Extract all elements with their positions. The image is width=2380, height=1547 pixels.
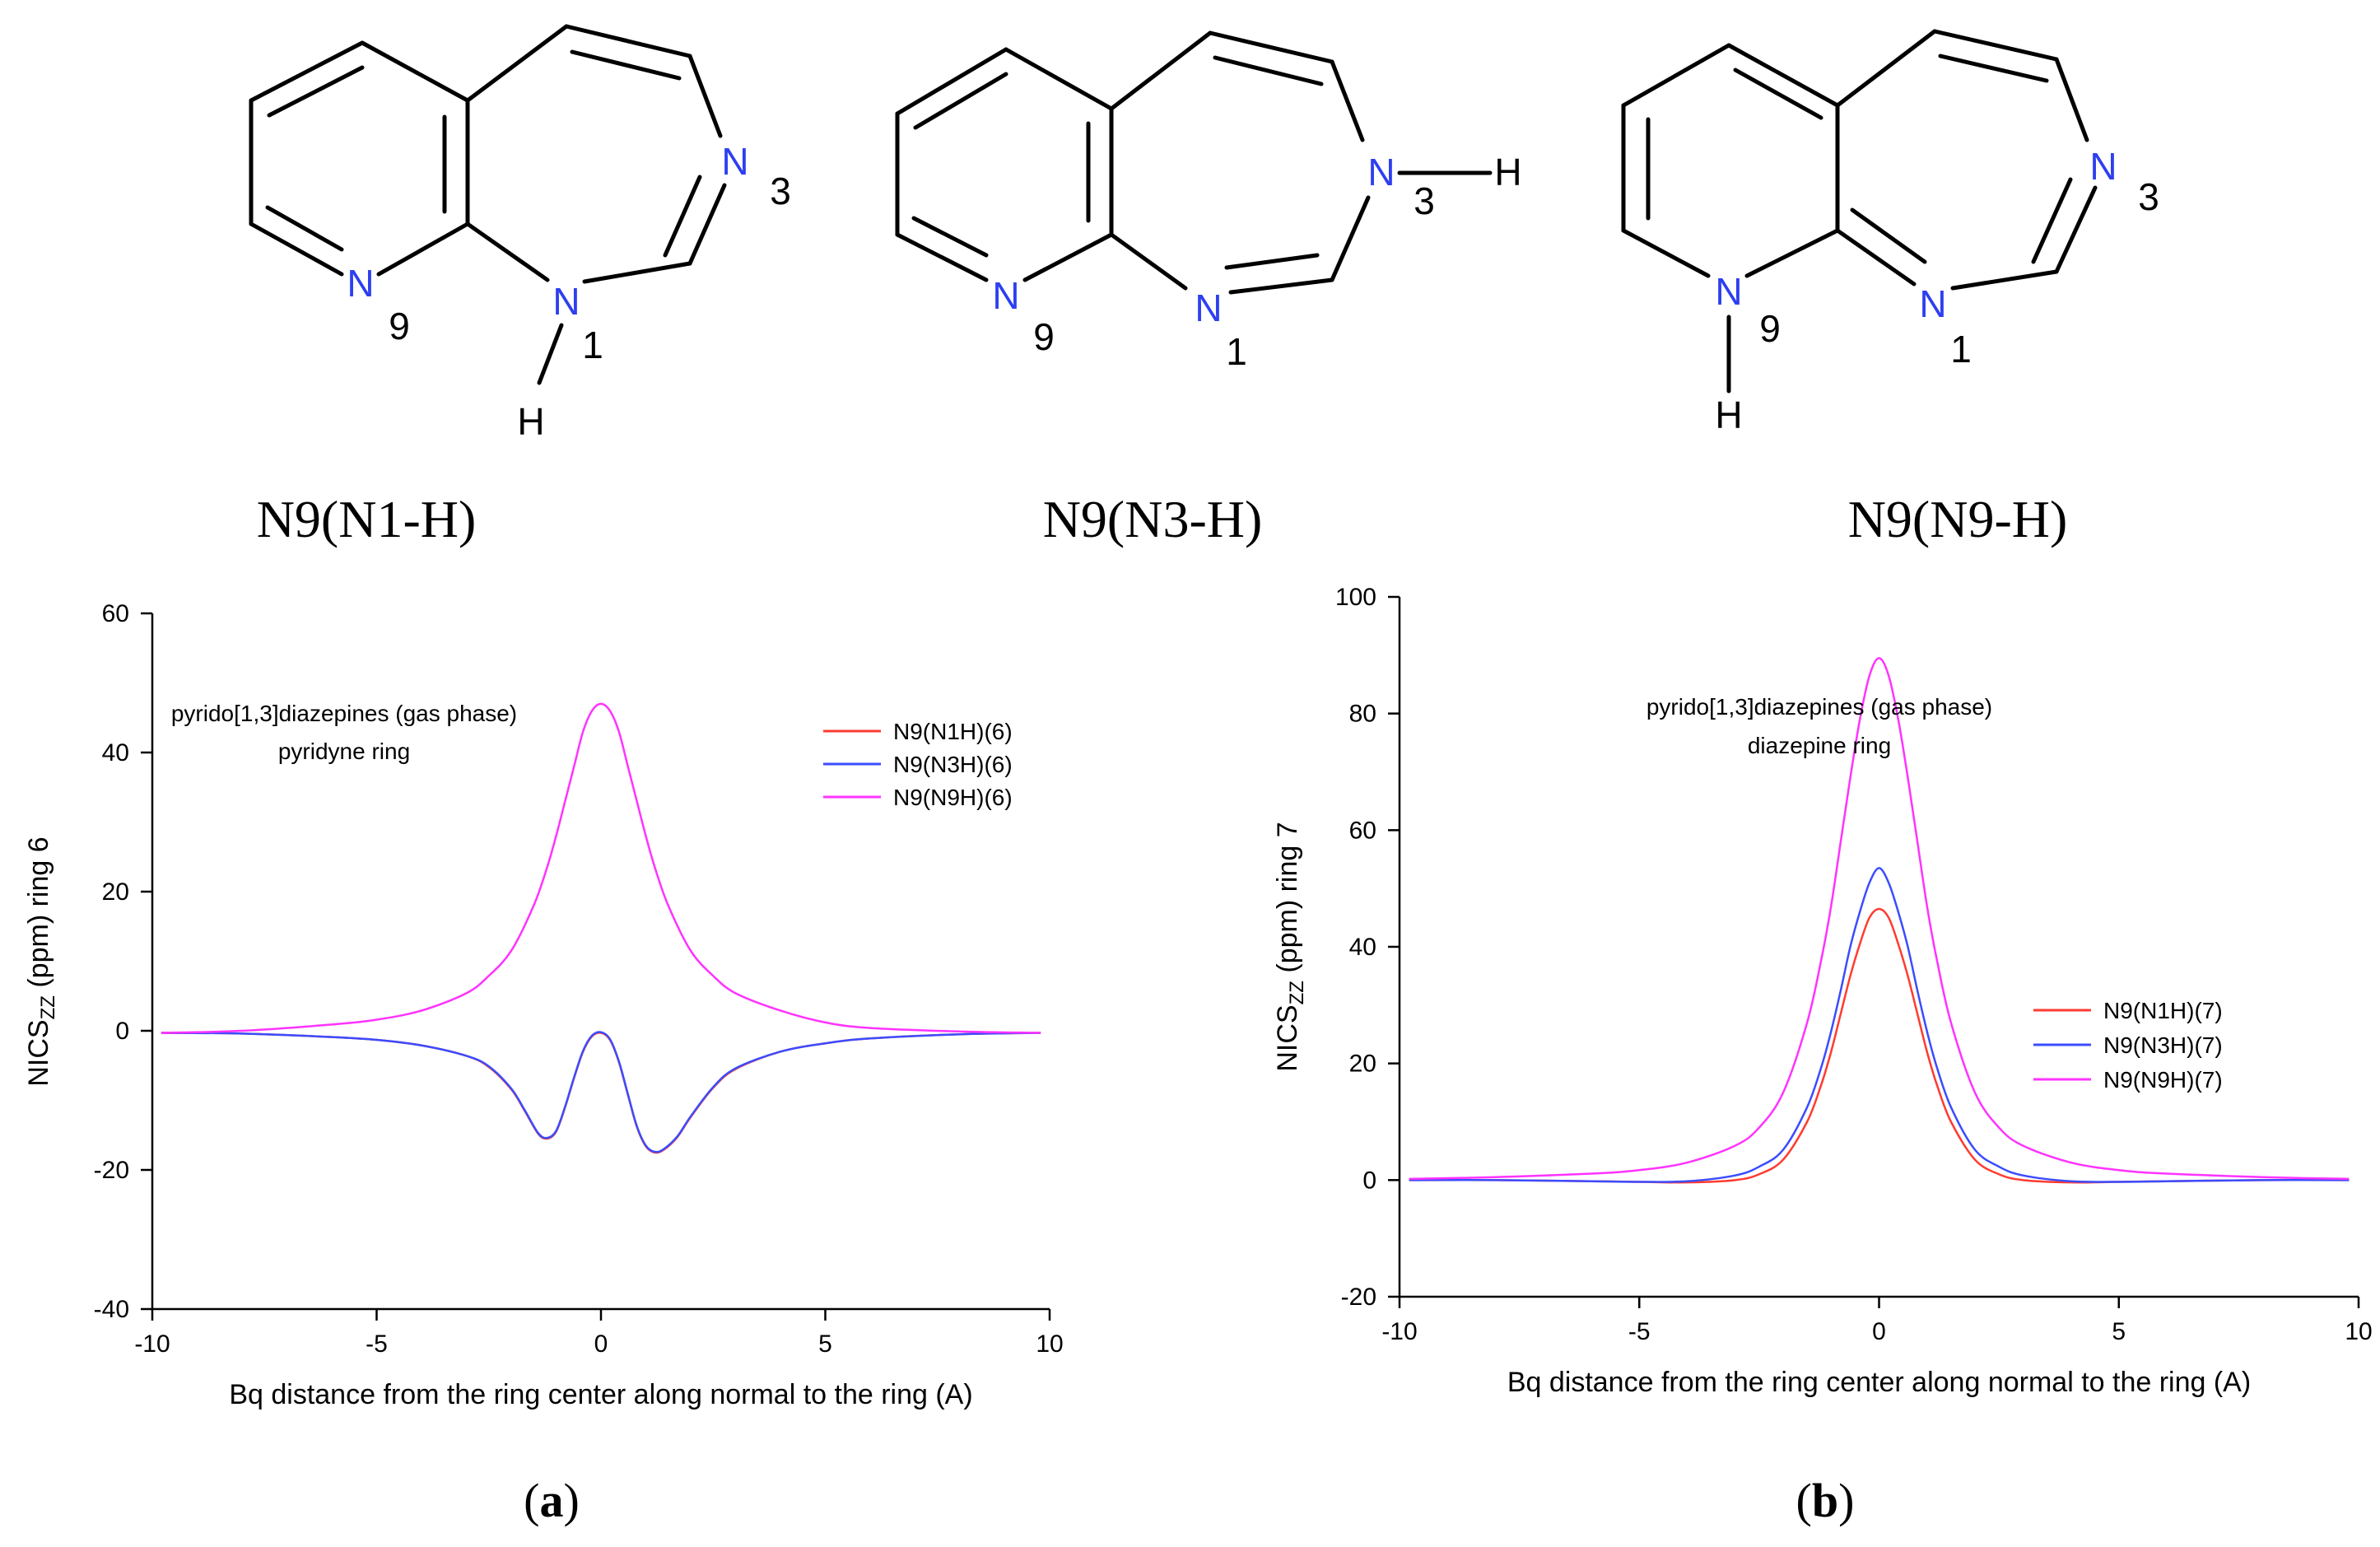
n9-atom: N <box>1715 270 1742 313</box>
structure-n9-n3h: N 3 H N 9 N 1 N9(N3-H) <box>895 30 1522 548</box>
series-line <box>1409 657 2350 1181</box>
legend-label: N9(N3H)(7) <box>2103 1032 2223 1058</box>
legend-label: N9(N1H)(7) <box>2103 998 2223 1023</box>
ylabel-subscript: ZZ <box>37 995 59 1019</box>
x-axis-label: Bq distance from the ring center along n… <box>1507 1367 2251 1398</box>
series-line <box>161 702 1041 1034</box>
n1-atom: N <box>1195 287 1222 329</box>
x-ticks: -10 -5 0 5 10 <box>134 1309 1064 1358</box>
panel-label: (b) <box>1796 1474 1855 1527</box>
x-tick-label: -5 <box>1628 1318 1651 1345</box>
chart-panel-b: -10 -5 0 5 10 -20 0 20 40 60 80 100 pyrido[1,3]dia… <box>1272 584 2373 1527</box>
y-tick-label: 100 <box>1335 584 1376 611</box>
y-tick-label: 0 <box>115 1018 129 1045</box>
legend: N9(N1H)(7) N9(N3H)(7) N9(N9H)(7) <box>2033 998 2223 1093</box>
h-atom: H <box>1715 394 1742 436</box>
x-tick-label: -5 <box>366 1330 388 1358</box>
y-tick-label: 80 <box>1349 701 1376 728</box>
n3-number: 3 <box>2138 175 2159 218</box>
n3-number: 3 <box>1414 179 1435 222</box>
structure-name: N9(N1-H) <box>257 490 477 548</box>
n3-atom: N <box>721 140 748 183</box>
ylabel-prefix: NICS <box>1272 1004 1303 1071</box>
n3-number: 3 <box>770 170 791 212</box>
ylabel-subscript: ZZ <box>1286 981 1308 1004</box>
x-tick-label: 5 <box>818 1330 832 1358</box>
ylabel-prefix: NICS <box>23 1019 54 1086</box>
h-atom: H <box>517 400 544 443</box>
n1-number: 1 <box>582 324 603 366</box>
y-ticks: -20 0 20 40 60 80 100 <box>1335 584 1400 1311</box>
n9-number: 9 <box>1759 307 1781 350</box>
y-tick-label: 60 <box>1349 817 1376 844</box>
legend-item: N9(N9H)(7) <box>2033 1067 2223 1093</box>
y-tick-label: 0 <box>1362 1167 1376 1194</box>
legend-item: N9(N1H)(6) <box>823 719 1013 744</box>
y-axis-label: NICSZZ (ppm) ring 6 <box>23 836 59 1086</box>
n9-atom: N <box>992 274 1019 317</box>
legend-item: N9(N3H)(7) <box>2033 1032 2223 1058</box>
series-line <box>161 1032 1041 1154</box>
panel-label: (a) <box>524 1474 580 1527</box>
annotation-title: pyrido[1,3]diazepines (gas phase) <box>171 701 517 726</box>
x-tick-label: 5 <box>2112 1318 2126 1345</box>
h-atom: H <box>1494 151 1521 193</box>
n1-atom: N <box>1919 282 1946 325</box>
series-line <box>161 1031 1041 1153</box>
y-tick-label: -40 <box>94 1296 129 1323</box>
x-tick-label: 0 <box>594 1330 608 1358</box>
legend: N9(N1H)(6) N9(N3H)(6) N9(N9H)(6) <box>823 719 1013 810</box>
y-tick-label: 40 <box>102 739 129 767</box>
legend-label: N9(N9H)(7) <box>2103 1067 2223 1093</box>
n3-atom: N <box>2089 145 2117 188</box>
x-tick-label: 10 <box>2345 1318 2372 1345</box>
structure-name: N9(N3-H) <box>1043 490 1263 548</box>
legend-label: N9(N1H)(6) <box>893 719 1013 744</box>
x-tick-label: 10 <box>1036 1330 1063 1358</box>
series-lines <box>1409 657 2350 1184</box>
y-axis-label: NICSZZ (ppm) ring 7 <box>1272 822 1308 1071</box>
y-tick-label: 60 <box>102 600 129 627</box>
ylabel-suffix: (ppm) ring 6 <box>23 836 54 995</box>
annotation-title: pyrido[1,3]diazepines (gas phase) <box>1646 694 1992 720</box>
annotation-subtitle: pyridyne ring <box>278 739 410 764</box>
panel-letter: a <box>540 1474 564 1527</box>
n1-number: 1 <box>1950 328 1972 370</box>
x-tick-label: -10 <box>1381 1318 1417 1345</box>
legend-item: N9(N1H)(7) <box>2033 998 2223 1023</box>
y-tick-label: 20 <box>102 878 129 906</box>
ylabel-suffix: (ppm) ring 7 <box>1272 822 1303 981</box>
n9-atom: N <box>347 262 374 305</box>
n9-number: 9 <box>1033 315 1055 358</box>
y-ticks: -40 -20 0 20 40 60 <box>94 600 152 1323</box>
y-tick-label: -20 <box>94 1157 129 1184</box>
y-tick-label: 40 <box>1349 934 1376 961</box>
n1-atom: N <box>552 280 580 323</box>
legend-label: N9(N3H)(6) <box>893 752 1013 777</box>
x-tick-label: -10 <box>134 1330 170 1358</box>
n1-number: 1 <box>1226 330 1247 373</box>
legend-item: N9(N3H)(6) <box>823 752 1013 777</box>
series-line <box>1409 907 2350 1184</box>
n9-number: 9 <box>389 305 410 347</box>
annotation-subtitle: diazepine ring <box>1748 733 1891 758</box>
series-lines <box>161 702 1041 1154</box>
structure-n9-n9h: N 3 N 9 H N 1 N9(N9-H) <box>1621 29 2159 548</box>
y-tick-label: 20 <box>1349 1051 1376 1078</box>
structure-n9-n1h: N 3 N 9 N 1 H N9(N1-H) <box>249 24 791 548</box>
x-tick-label: 0 <box>1872 1318 1886 1345</box>
panel-letter: b <box>1812 1474 1838 1527</box>
y-tick-label: -20 <box>1341 1284 1376 1311</box>
x-axis-label: Bq distance from the ring center along n… <box>229 1379 972 1410</box>
series-line <box>1409 867 2350 1183</box>
structure-name: N9(N9-H) <box>1848 490 2068 548</box>
chart-panel-a: -10 -5 0 5 10 -40 -20 0 20 40 60 pyrido[1,3]diaze… <box>23 600 1064 1527</box>
x-ticks: -10 -5 0 5 10 <box>1381 1297 2373 1345</box>
legend-item: N9(N9H)(6) <box>823 785 1013 810</box>
n3-atom: N <box>1367 151 1395 193</box>
legend-label: N9(N9H)(6) <box>893 785 1013 810</box>
